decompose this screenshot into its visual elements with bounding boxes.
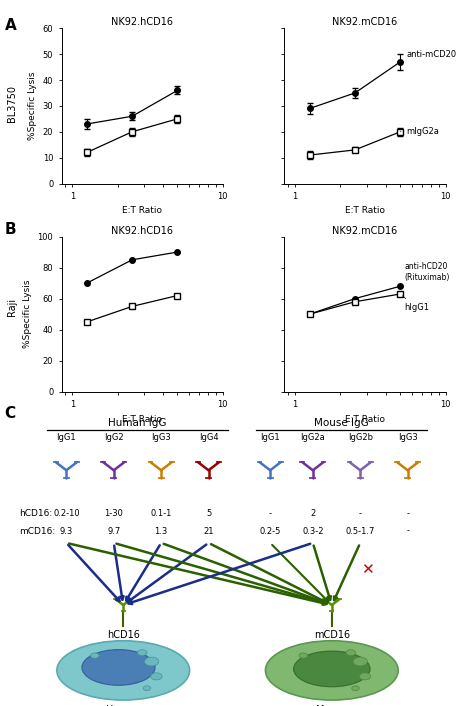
Text: IgG3: IgG3 <box>398 433 418 442</box>
Text: 0.1-1: 0.1-1 <box>150 509 172 517</box>
Circle shape <box>145 657 159 666</box>
Circle shape <box>151 673 162 680</box>
Text: A: A <box>5 18 17 32</box>
Circle shape <box>346 650 356 656</box>
Text: 9.3: 9.3 <box>60 527 73 536</box>
Text: IgG4: IgG4 <box>199 433 219 442</box>
Text: Raji: Raji <box>7 298 17 316</box>
Ellipse shape <box>57 641 190 700</box>
Circle shape <box>353 657 367 666</box>
Text: 9.7: 9.7 <box>107 527 120 536</box>
Text: C: C <box>5 406 16 421</box>
Circle shape <box>299 653 308 658</box>
Text: IgG2b: IgG2b <box>348 433 373 442</box>
Text: BL3750: BL3750 <box>7 85 17 122</box>
Text: anti-mCD20: anti-mCD20 <box>400 50 456 62</box>
Text: mIgG2a: mIgG2a <box>400 127 439 136</box>
Circle shape <box>143 686 151 690</box>
Ellipse shape <box>294 651 370 687</box>
Text: IgG1: IgG1 <box>56 433 76 442</box>
Text: IgG2a: IgG2a <box>301 433 325 442</box>
Y-axis label: %Specific Lysis: %Specific Lysis <box>23 280 32 349</box>
Text: IgG2: IgG2 <box>104 433 124 442</box>
Text: -: - <box>406 527 409 536</box>
Ellipse shape <box>82 650 155 686</box>
Circle shape <box>137 650 147 656</box>
X-axis label: E:T Ratio: E:T Ratio <box>122 206 162 215</box>
Text: 1.3: 1.3 <box>155 527 168 536</box>
Text: B: B <box>5 222 17 237</box>
Text: Mouse
NK: Mouse NK <box>316 705 347 706</box>
Text: 0.5-1.7: 0.5-1.7 <box>346 527 375 536</box>
Text: IgG3: IgG3 <box>151 433 171 442</box>
Text: 0.3-2: 0.3-2 <box>302 527 324 536</box>
Text: Mouse IgG: Mouse IgG <box>314 419 369 429</box>
Circle shape <box>359 673 371 680</box>
Text: hCD16:: hCD16: <box>19 509 52 517</box>
Text: 0.2-10: 0.2-10 <box>53 509 80 517</box>
Text: 5: 5 <box>206 509 211 517</box>
Title: NK92.mCD16: NK92.mCD16 <box>332 18 398 28</box>
Text: -: - <box>406 509 409 517</box>
Text: IgG1: IgG1 <box>260 433 280 442</box>
Text: 1-30: 1-30 <box>104 509 123 517</box>
Circle shape <box>91 653 99 658</box>
X-axis label: E:T Ratio: E:T Ratio <box>345 414 385 424</box>
Text: anti-hCD20
(Rituximab): anti-hCD20 (Rituximab) <box>400 262 449 286</box>
Title: NK92.mCD16: NK92.mCD16 <box>332 226 398 236</box>
Text: Human IgG: Human IgG <box>108 419 167 429</box>
Text: 0.2-5: 0.2-5 <box>259 527 281 536</box>
Text: -: - <box>359 509 362 517</box>
Text: hIgG1: hIgG1 <box>402 296 429 312</box>
Circle shape <box>352 686 359 690</box>
Text: mCD16:: mCD16: <box>19 527 55 536</box>
Ellipse shape <box>265 641 398 700</box>
Text: mCD16: mCD16 <box>314 630 350 640</box>
Text: ✕: ✕ <box>361 562 374 577</box>
Text: -: - <box>269 509 272 517</box>
X-axis label: E:T Ratio: E:T Ratio <box>122 414 162 424</box>
Title: NK92.hCD16: NK92.hCD16 <box>111 18 173 28</box>
Text: 2: 2 <box>310 509 316 517</box>
Text: hCD16: hCD16 <box>107 630 140 640</box>
Y-axis label: %Specific Lysis: %Specific Lysis <box>28 71 37 140</box>
X-axis label: E:T Ratio: E:T Ratio <box>345 206 385 215</box>
Text: 21: 21 <box>203 527 214 536</box>
Title: NK92.hCD16: NK92.hCD16 <box>111 226 173 236</box>
Text: Human
NK: Human NK <box>106 705 141 706</box>
